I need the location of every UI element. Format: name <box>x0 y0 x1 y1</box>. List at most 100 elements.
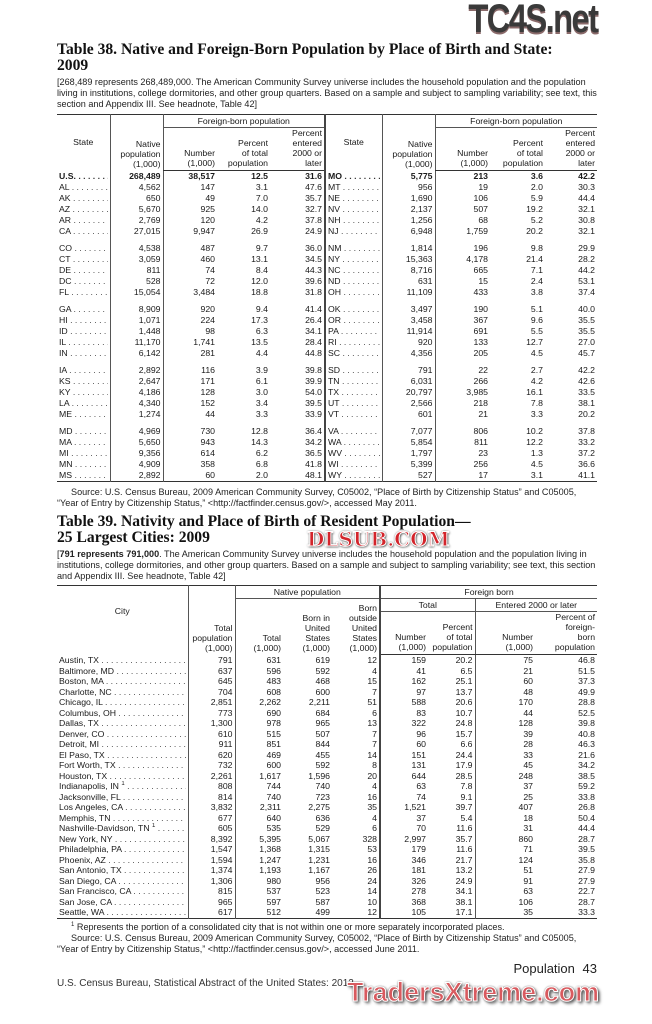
cell-foreign-percent: 17.1 <box>455 907 473 917</box>
page-footer-row: Population 43 <box>57 961 597 976</box>
spacer-cell <box>324 298 382 304</box>
cell-entered-number: 71 <box>474 844 536 855</box>
cell-foreign-percent: 34.1 <box>455 886 473 896</box>
cell-native-total: 537 <box>234 886 283 897</box>
spacer-cell <box>109 237 163 243</box>
city-label: San Diego, CA <box>59 876 186 887</box>
cell-foreign-number: 433 <box>434 287 490 298</box>
state-label: MI <box>59 448 108 459</box>
cell-foreign-number: 665 <box>434 265 490 276</box>
cell-state: LA <box>57 398 110 409</box>
cell-entered-percent: 26.8 <box>578 802 596 812</box>
cell-percent-entered-2000-or-later: 39.8 <box>305 365 322 375</box>
city-name: Boston, MA <box>59 676 104 686</box>
cell-total-population: 620 <box>187 749 235 760</box>
cell-percent-of-total: 3.3 <box>255 409 268 419</box>
cell-born-in-us: 1,231 <box>308 854 330 865</box>
cell-foreign-percent: 13.2 <box>455 865 473 875</box>
cell-native-total: 1,247 <box>234 854 283 865</box>
cell-percent-of-total: 14.3 <box>251 437 268 447</box>
cell-born-outside-us: 12 <box>367 907 378 917</box>
cell-native-population: 1,448 <box>109 326 163 337</box>
state-label: IA <box>59 365 108 376</box>
state-label: OR <box>328 315 380 326</box>
header-fb-percent: Percent of total population <box>428 611 476 655</box>
cell-foreign-number: 925 <box>162 204 217 215</box>
cell-foreign-percent: 20.2 <box>455 655 473 665</box>
cell-city: New York, NY <box>57 834 188 845</box>
city-name: Philadelphia, PA <box>59 844 122 854</box>
cell-native-population: 3,458 <box>381 315 435 326</box>
cell-foreign-number: 179 <box>379 844 429 855</box>
cell-percent-of-total: 1.3 <box>530 448 543 458</box>
cell-native-population: 2,647 <box>109 376 163 387</box>
cell-foreign-number: 70 <box>379 823 429 834</box>
cell-entered-percent: 21.6 <box>578 749 596 760</box>
cell-percent-of-total: 12.2 <box>526 437 543 447</box>
cell-state: MS <box>57 470 110 482</box>
cell-percent-entered-2000-or-later: 45.7 <box>578 348 596 358</box>
page-number: 43 <box>582 960 597 976</box>
city-name: San Antonio, TX <box>59 865 122 875</box>
cell-foreign-number: 151 <box>379 749 429 760</box>
cell-foreign-number: 60 <box>162 470 217 482</box>
cell-percent-entered-2000-or-later: 32.1 <box>578 204 596 214</box>
cell-percent-of-total: 10.2 <box>526 426 543 436</box>
cell-foreign-number: 120 <box>162 215 217 226</box>
cell-percent-of-total: 6.8 <box>255 459 268 469</box>
header-foreign-born-group: Foreign born <box>379 585 598 599</box>
table39-title-block: Table 39. Nativity and Place of Birth of… <box>57 514 597 550</box>
cell-entered-percent: 46.3 <box>578 739 596 749</box>
cell-percent-entered-2000-or-later: 24.9 <box>305 226 322 236</box>
cell-percent-of-total: 20.2 <box>526 226 543 236</box>
city-label: Dallas, TX <box>59 718 186 729</box>
table38-title: Table 38. Native and Foreign-Born Popula… <box>57 41 553 74</box>
city-name: Jacksonville, FL <box>59 791 121 802</box>
cell-native-population: 27,015 <box>109 226 163 237</box>
cell-percent-of-total: 9.8 <box>530 243 543 253</box>
header-percent-entered: Percent entered 2000 or later <box>270 127 325 171</box>
cell-native-population: 4,186 <box>109 387 163 398</box>
cell-born-in-us: 1,315 <box>308 844 330 854</box>
city-name: San Jose, CA <box>59 896 112 907</box>
spacer-row <box>57 237 597 243</box>
cell-state: TN <box>324 376 382 387</box>
cell-percent-of-total: 12.0 <box>251 276 268 286</box>
state-label: MT <box>328 182 380 193</box>
state-label: DE <box>59 265 108 276</box>
state-label: NY <box>328 254 380 265</box>
cell-percent-of-total: 2.7 <box>530 365 543 375</box>
cell-city: Fort Worth, TX <box>57 760 188 771</box>
spacer-cell <box>162 420 217 426</box>
state-label: DC <box>59 276 108 287</box>
spacer-cell <box>162 298 217 304</box>
cell-born-in-us: 723 <box>315 791 331 802</box>
cell-born-outside-us: 4 <box>372 665 378 676</box>
spacer-cell <box>434 237 490 243</box>
cell-city: Austin, TX <box>57 655 188 666</box>
cell-born-outside-us: 7 <box>372 728 378 739</box>
cell-born-in-us: 965 <box>315 718 331 728</box>
cell-state: AZ <box>57 204 110 215</box>
cell-total-population: 791 <box>187 654 235 666</box>
cell-percent-of-total: 12.7 <box>526 337 543 347</box>
spacer-cell <box>162 359 217 365</box>
cell-native-population: 920 <box>381 337 435 348</box>
cell-percent-entered-2000-or-later: 41.4 <box>305 304 322 314</box>
cell-total-population: 1,594 <box>187 854 235 865</box>
cell-native-population: 2,769 <box>109 215 163 226</box>
cell-percent-of-total: 9.7 <box>255 243 268 253</box>
cell-entered-number: 45 <box>474 760 536 771</box>
cell-percent-entered-2000-or-later: 37.8 <box>578 426 596 436</box>
cell-state: U.S. <box>57 171 110 183</box>
watermark-logo-top: TC4S.net <box>467 0 599 41</box>
cell-native-total: 483 <box>234 676 283 687</box>
cell-native-total: 1,368 <box>234 844 283 855</box>
cell-percent-entered-2000-or-later: 42.2 <box>578 365 596 375</box>
